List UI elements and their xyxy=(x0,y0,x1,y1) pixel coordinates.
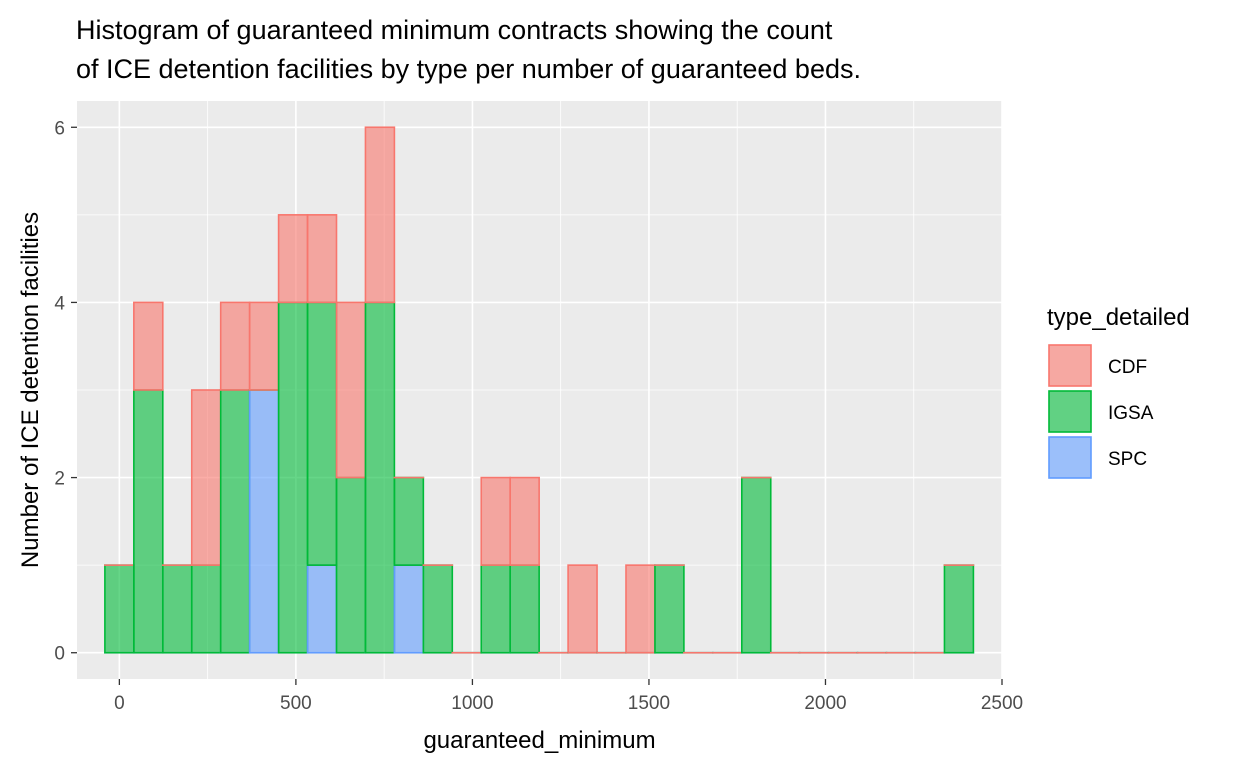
bar-igsa xyxy=(219,389,251,654)
legend-label-igsa: IGSA xyxy=(1108,403,1154,424)
x-tick-label: 1500 xyxy=(628,693,670,714)
legend-label-cdf: CDF xyxy=(1108,357,1147,378)
bar-igsa xyxy=(364,301,396,654)
x-tick-label: 0 xyxy=(114,693,125,714)
x-tick-label: 1000 xyxy=(451,693,493,714)
bar-igsa xyxy=(104,564,135,654)
y-tick-label: 6 xyxy=(54,118,65,139)
legend-items: CDF IGSA SPC xyxy=(1048,344,1154,479)
bar-cdf xyxy=(133,301,164,391)
bar-cdf xyxy=(364,126,396,304)
x-tick-label: 500 xyxy=(280,693,312,714)
legend: type_detailed CDF IGSA SPC xyxy=(1047,304,1190,479)
y-axis-title: Number of ICE detention facilities xyxy=(17,212,44,568)
bar-spc xyxy=(248,389,280,654)
legend-label-spc: SPC xyxy=(1108,449,1147,470)
chart-title-line-1: Histogram of guaranteed minimum contract… xyxy=(76,15,833,45)
bar-igsa xyxy=(509,564,540,654)
bar-igsa xyxy=(306,301,338,566)
y-tick-label: 0 xyxy=(54,644,65,665)
x-tick-label: 2000 xyxy=(804,693,846,714)
bar-cdf xyxy=(306,214,338,304)
chart-title-line-2: of ICE detention facilities by type per … xyxy=(76,54,861,84)
bar-cdf xyxy=(567,564,598,654)
bar-igsa xyxy=(277,301,309,654)
bar-igsa xyxy=(480,564,511,654)
x-axis-title: guaranteed_minimum xyxy=(423,727,655,754)
legend-swatch-cdf xyxy=(1048,344,1092,387)
y-tick-label: 4 xyxy=(54,293,65,314)
y-tick-label: 2 xyxy=(54,469,65,490)
bar-igsa xyxy=(133,389,164,654)
bar-igsa xyxy=(740,476,772,654)
histogram-bars xyxy=(104,126,975,654)
legend-swatch-igsa xyxy=(1048,390,1092,433)
legend-swatch-spc xyxy=(1048,436,1092,479)
bar-igsa xyxy=(393,476,425,566)
bar-cdf xyxy=(509,476,540,566)
bar-cdf xyxy=(335,301,367,479)
bar-spc xyxy=(393,564,425,654)
legend-title: type_detailed xyxy=(1047,304,1190,331)
bar-igsa xyxy=(943,564,975,654)
bar-cdf xyxy=(190,389,222,566)
bar-cdf xyxy=(277,214,309,304)
bar-igsa xyxy=(161,564,193,654)
bar-cdf xyxy=(219,301,251,391)
bar-cdf xyxy=(625,564,656,654)
bar-cdf xyxy=(480,476,511,566)
bar-igsa xyxy=(422,564,454,654)
bar-cdf xyxy=(248,301,280,391)
x-tick-label: 2500 xyxy=(981,693,1023,714)
bar-igsa xyxy=(654,564,685,654)
bar-igsa xyxy=(190,564,222,654)
bar-igsa xyxy=(335,476,367,654)
axes: 0 500 1000 1500 2000 2500 0 2 4 6 xyxy=(54,118,1023,714)
bar-spc xyxy=(306,564,338,654)
